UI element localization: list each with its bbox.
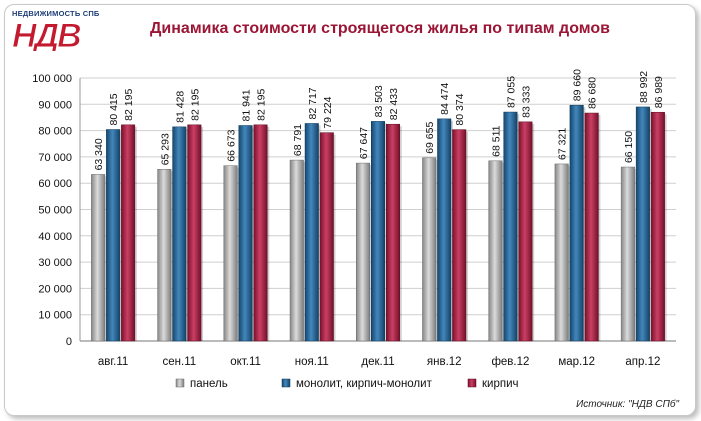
y-tick-label: 80 000 — [38, 126, 72, 138]
bar-2 — [452, 129, 467, 342]
data-label: 89 660 — [572, 69, 584, 101]
chart-title: Динамика стоимости строящегося жилья по … — [150, 20, 610, 37]
data-label: 82 195 — [123, 89, 135, 121]
logo: НЕДВИЖИМОСТЬ СПБ НДВ — [12, 9, 102, 55]
data-label: 66 673 — [226, 129, 238, 161]
bar-1 — [238, 125, 253, 342]
y-tick-label: 60 000 — [38, 178, 72, 190]
legend-swatch — [467, 378, 477, 388]
y-tick-label: 40 000 — [38, 231, 72, 243]
data-label: 82 433 — [388, 88, 400, 120]
bar-0 — [422, 157, 437, 342]
x-tick-label: авг.11 — [98, 356, 128, 368]
bar-0 — [223, 165, 238, 342]
bar-0 — [356, 162, 370, 342]
legend-label: кирпич — [482, 378, 519, 390]
data-label: 65 293 — [159, 133, 171, 165]
bar-0 — [157, 169, 172, 342]
bar-1 — [304, 123, 319, 342]
bar-2 — [650, 111, 665, 342]
data-label: 81 428 — [174, 91, 186, 123]
y-tick-label: 90 000 — [38, 99, 72, 111]
bar-2 — [518, 121, 533, 342]
data-label: 68 511 — [490, 125, 502, 156]
bar-2 — [253, 124, 268, 342]
y-tick-label: 100 000 — [32, 73, 72, 85]
bar-1 — [172, 126, 187, 342]
data-label: 82 195 — [256, 89, 268, 121]
data-label: 83 333 — [520, 86, 532, 118]
ndv-logo-mark: НДВ — [12, 17, 84, 51]
x-tick-label: сен.11 — [163, 356, 197, 368]
data-label: 79 224 — [322, 96, 334, 128]
bar-2 — [187, 124, 202, 342]
x-tick-label: апр.12 — [625, 356, 660, 368]
data-label: 87 055 — [505, 76, 517, 108]
data-label: 83 503 — [373, 85, 385, 117]
legend-swatch — [281, 378, 291, 388]
data-label: 81 941 — [241, 89, 253, 121]
bar-1 — [569, 104, 584, 342]
data-label: 80 415 — [108, 93, 120, 125]
bar-1 — [437, 118, 452, 342]
y-tick-label: 20 000 — [38, 283, 72, 295]
x-tick-label: ноя.11 — [295, 356, 329, 368]
bar-0 — [488, 160, 503, 342]
x-tick-label: окт.11 — [230, 356, 261, 368]
data-label: 86 680 — [587, 77, 599, 109]
bar-2 — [121, 124, 136, 342]
data-label: 67 647 — [358, 127, 370, 159]
data-label: 82 195 — [189, 89, 201, 121]
x-tick-label: янв.12 — [427, 356, 462, 368]
data-label: 69 655 — [424, 122, 436, 154]
data-label: 80 374 — [454, 93, 466, 125]
source-note: Источник: "НДВ СПб" — [576, 399, 679, 410]
bar-0 — [289, 159, 304, 342]
bar-1 — [503, 111, 518, 342]
legend-swatch — [175, 378, 185, 388]
bar-0 — [620, 166, 635, 342]
data-label: 68 791 — [292, 124, 304, 156]
data-label: 82 717 — [307, 87, 319, 119]
bar-2 — [319, 132, 334, 342]
bar-0 — [554, 163, 569, 342]
legend-label: монолит, кирпич-монолит — [296, 378, 433, 390]
y-tick-label: 50 000 — [38, 205, 72, 217]
data-label: 63 340 — [93, 138, 105, 170]
y-tick-label: 30 000 — [38, 257, 72, 269]
data-label: 67 321 — [557, 128, 569, 160]
bar-2 — [386, 123, 400, 342]
legend-label: панель — [190, 378, 228, 390]
x-tick-label: фев.12 — [491, 356, 529, 368]
data-label: 66 150 — [623, 131, 635, 163]
bar-2 — [584, 112, 599, 342]
x-tick-label: дек.11 — [361, 356, 394, 368]
bar-0 — [91, 174, 106, 342]
logo-tagline: НЕДВИЖИМОСТЬ СПБ — [12, 9, 100, 18]
bar-1 — [106, 129, 121, 342]
bar-1 — [635, 106, 650, 342]
data-label: 86 989 — [653, 76, 665, 108]
data-label: 88 992 — [638, 71, 650, 103]
bar-1 — [371, 121, 385, 342]
data-label: 84 474 — [439, 83, 451, 115]
y-tick-label: 10 000 — [38, 310, 72, 322]
x-tick-label: мар.12 — [558, 356, 595, 368]
y-tick-label: 70 000 — [38, 152, 72, 164]
y-tick-label: 0 — [66, 336, 72, 348]
logo-mark-text: НДВ — [12, 17, 81, 51]
